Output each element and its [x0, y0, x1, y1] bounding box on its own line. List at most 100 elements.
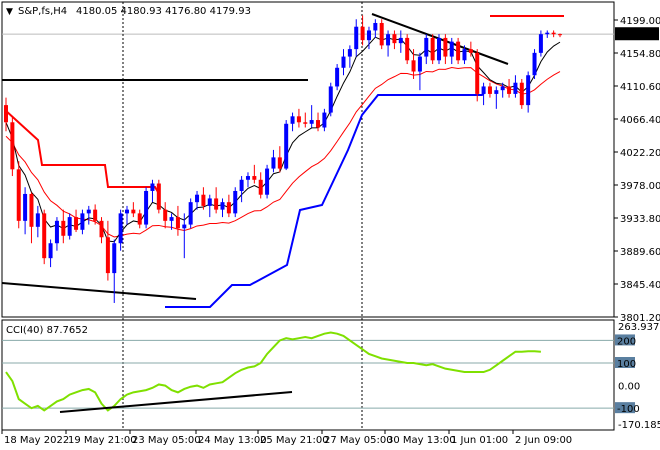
cci-panel-frame [1, 319, 615, 431]
candle-body [156, 183, 161, 210]
current-price-marker [615, 27, 659, 41]
candle-body [468, 49, 473, 53]
candle [481, 82, 486, 106]
candle [532, 49, 537, 79]
candle [366, 26, 371, 50]
candle [252, 164, 257, 184]
candle-body [526, 75, 531, 106]
candle [93, 204, 98, 225]
candle [392, 30, 397, 50]
candle-body [105, 237, 110, 274]
candle-body [558, 34, 562, 36]
candle [169, 213, 174, 230]
y-tick-label: 3889.60 [620, 247, 660, 258]
cci-tick-label: 0.00 [618, 382, 640, 393]
candle-body [296, 116, 301, 123]
candle [137, 209, 142, 229]
cci-level-box [615, 334, 635, 346]
x-tick-label: 18 May 2022 [4, 435, 69, 446]
candle [290, 112, 295, 132]
candle [16, 161, 21, 229]
candle [112, 239, 117, 303]
candle-body [226, 202, 231, 214]
candle [405, 34, 410, 65]
candle [150, 179, 155, 203]
candle [538, 30, 543, 57]
candle-body [303, 122, 308, 124]
candle [4, 97, 8, 132]
candle-body [195, 194, 200, 203]
candle [258, 172, 263, 199]
candle [284, 120, 289, 171]
candle [214, 187, 219, 214]
candle-body [42, 213, 47, 259]
candle [35, 205, 40, 238]
candle [74, 209, 79, 233]
candle-body [214, 198, 219, 210]
candle-body [137, 213, 142, 225]
candle [99, 217, 104, 244]
candle-body [258, 179, 263, 195]
candle [341, 49, 346, 76]
candle [265, 164, 270, 199]
collapse-arrow-icon[interactable]: ▼ [6, 7, 13, 17]
candle-body [144, 190, 149, 225]
candle [354, 19, 359, 57]
blue-stop-line [165, 91, 486, 308]
candle [48, 239, 53, 268]
candle-body [328, 86, 333, 113]
cci-line [5, 331, 541, 412]
candle-body [182, 224, 187, 229]
candle-body [188, 202, 193, 225]
candle-body [245, 176, 250, 180]
candle-body [124, 209, 129, 214]
candle [23, 187, 28, 235]
candle-body [341, 56, 346, 68]
candle-body [347, 49, 352, 57]
candle [54, 217, 59, 251]
candle [545, 30, 550, 38]
y-tick-label: 3933.80 [620, 214, 660, 225]
candle [468, 41, 473, 57]
candle-body [48, 243, 53, 259]
candle [239, 176, 244, 203]
candle-body [538, 34, 543, 53]
y-tick-label: 4022.20 [620, 148, 660, 159]
candle-body [309, 120, 314, 124]
candle [347, 45, 352, 68]
candle-body [417, 56, 422, 72]
cci-tick-label: 100 [617, 359, 636, 370]
candle-body [54, 220, 59, 244]
candle [309, 105, 314, 128]
x-tick-label: 27 May 05:00 [324, 435, 393, 446]
candle [507, 78, 512, 98]
cci-level-box [615, 402, 635, 414]
candle [449, 37, 454, 65]
candle-body [61, 220, 66, 236]
candle-body [271, 157, 276, 169]
candle-body [494, 90, 499, 94]
y-tick-label: 3978.00 [620, 181, 660, 192]
candle-body [475, 52, 480, 94]
candle [175, 205, 180, 236]
candle-body [500, 86, 505, 91]
candle-body [29, 193, 34, 227]
candle-body [99, 220, 104, 238]
candle-body [405, 37, 410, 61]
x-tick-label: 19 May 21:00 [68, 435, 137, 446]
y-tick-label: 3845.40 [620, 280, 660, 291]
price-panel-frame [1, 1, 615, 318]
candle [67, 213, 72, 240]
candle-body [545, 32, 550, 35]
y-tick-label: 4199.00 [620, 16, 660, 27]
candle [86, 205, 91, 225]
candle [386, 30, 391, 57]
candle-body [392, 34, 397, 44]
candle [245, 172, 250, 188]
candle [475, 49, 480, 102]
candle [398, 30, 403, 53]
candle [29, 192, 34, 244]
candle-body [437, 37, 442, 61]
